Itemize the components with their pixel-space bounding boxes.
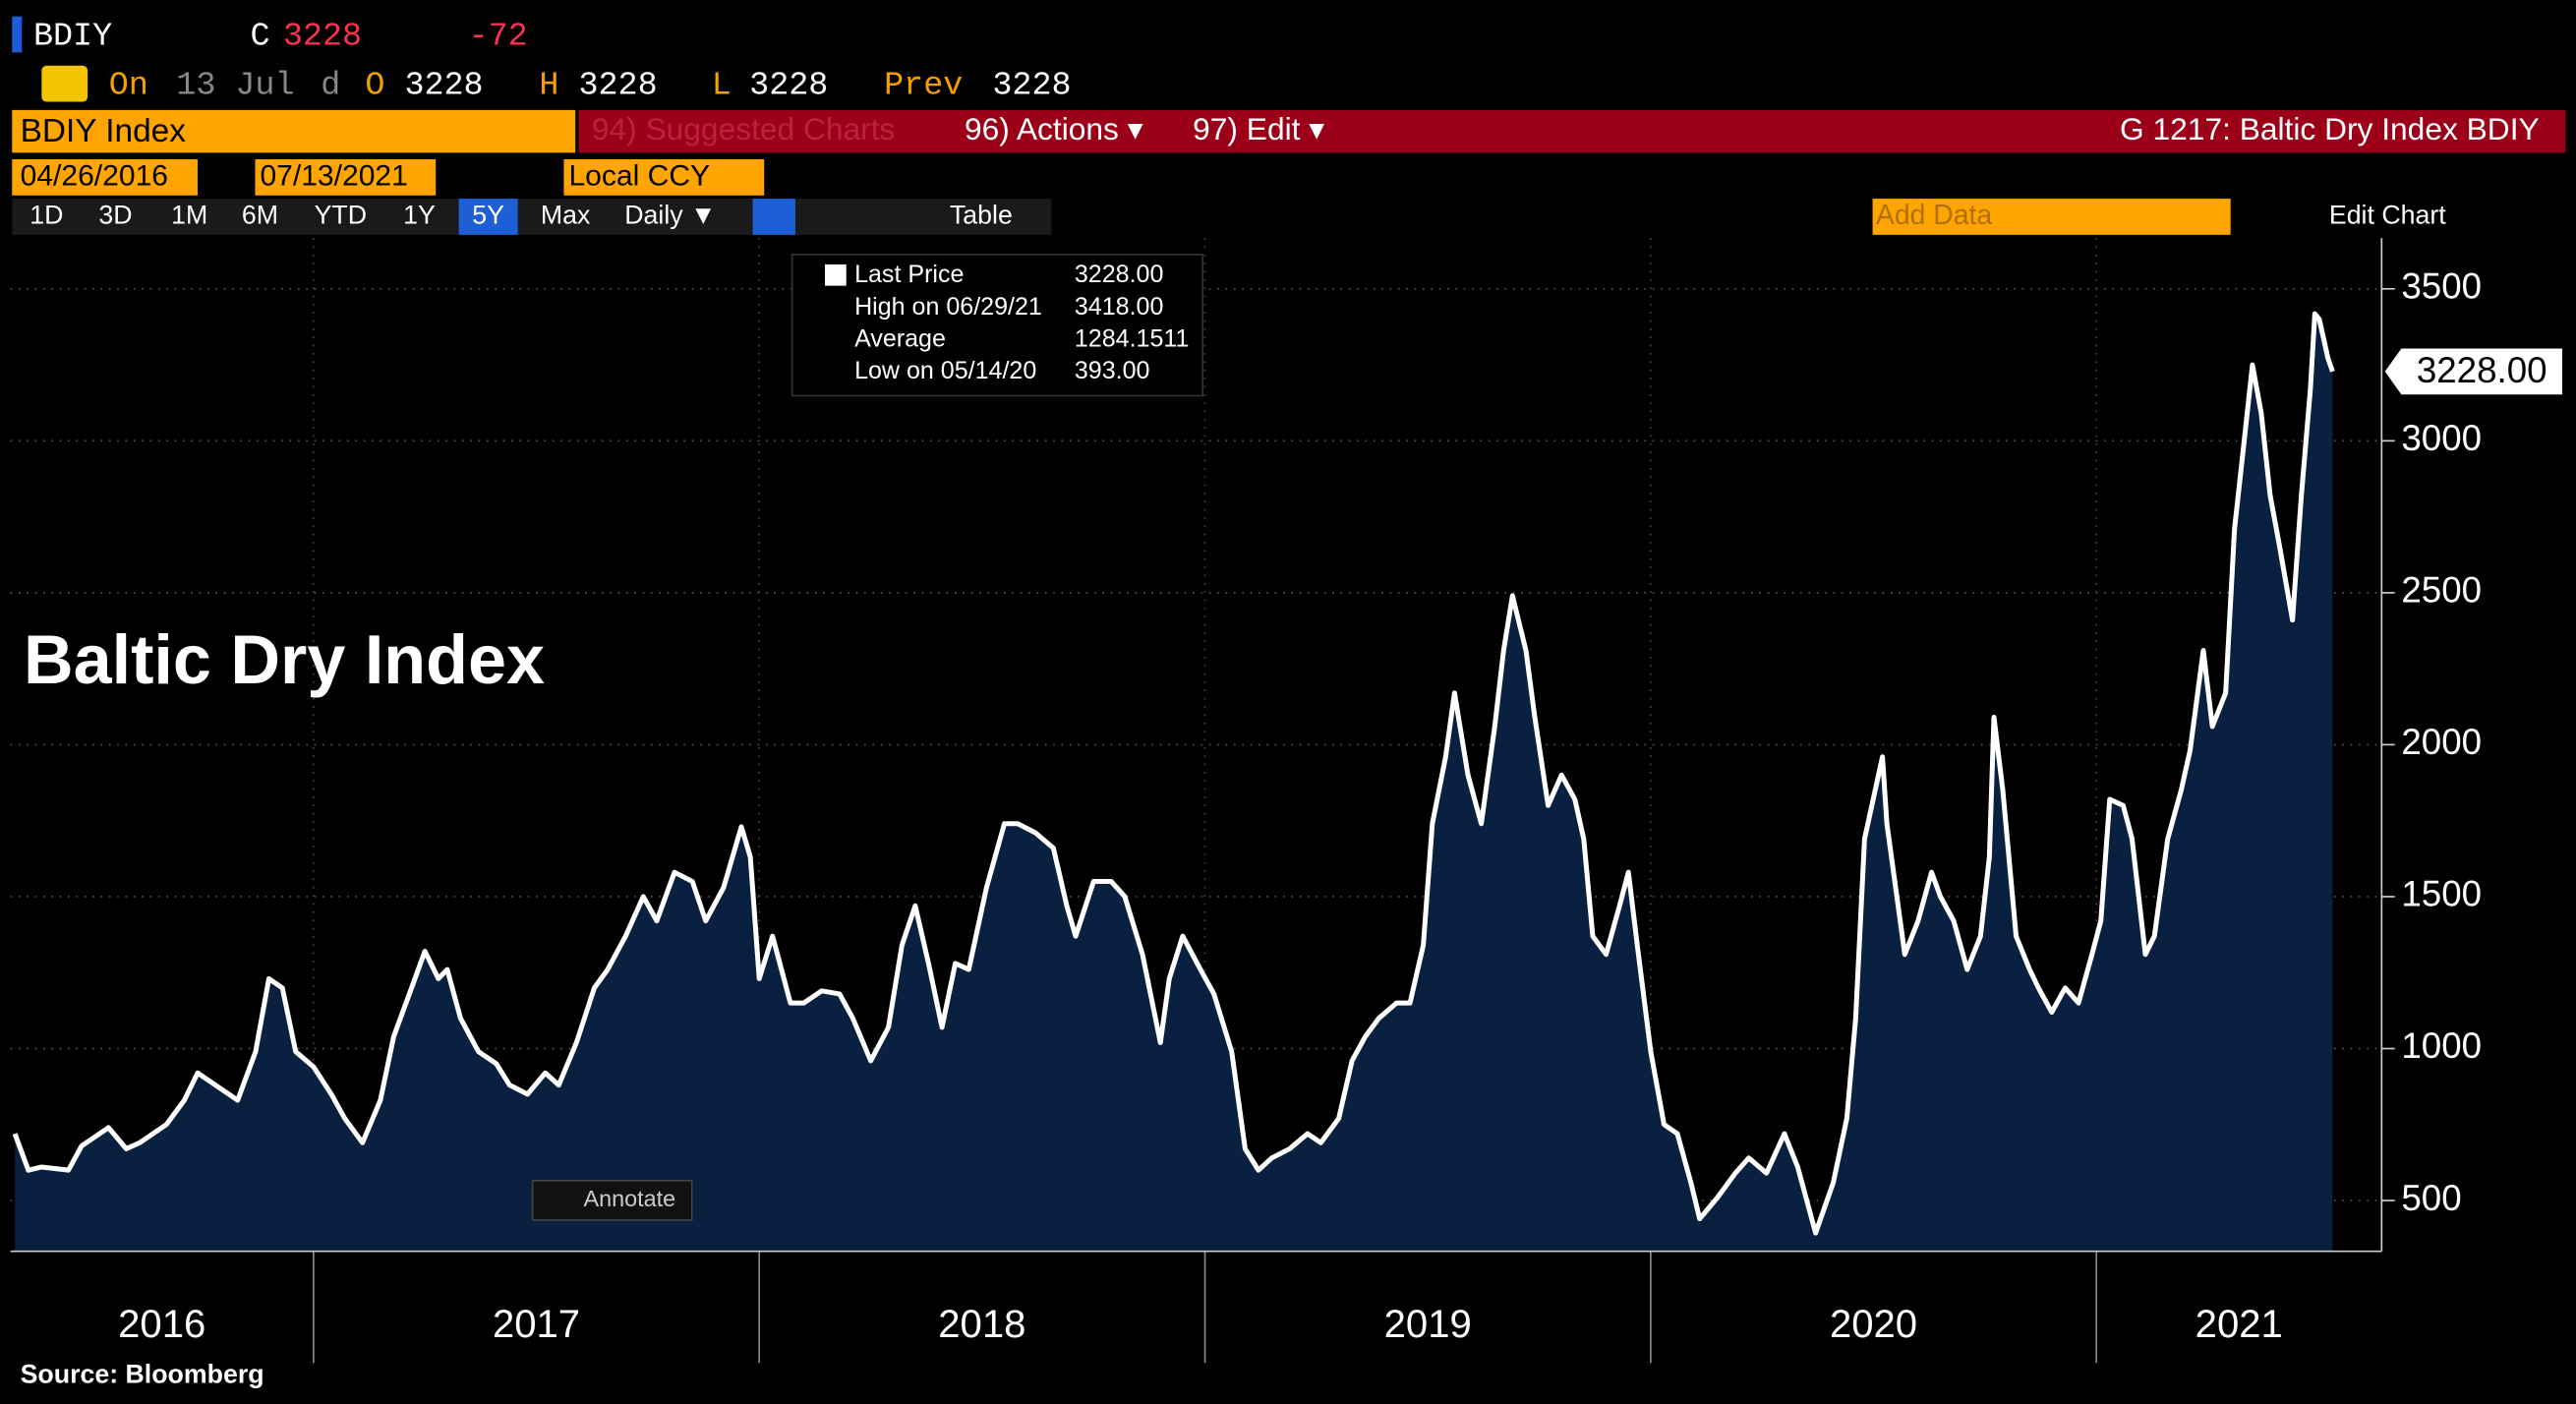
edit-chart[interactable]: Edit Chart [2329, 201, 2446, 230]
freq: d [321, 68, 340, 105]
x-tick-label: 2016 [118, 1303, 205, 1346]
x-tick-label: 2019 [1384, 1303, 1472, 1346]
end-date-box[interactable] [255, 159, 437, 196]
legend-box [790, 254, 1203, 397]
y-tick-label: 1000 [2401, 1025, 2482, 1066]
actions-menu[interactable]: 96) Actions ▾ [965, 111, 1143, 146]
period-button[interactable]: 1M [171, 201, 207, 230]
suggested-charts[interactable]: 94) Suggested Charts [592, 111, 896, 146]
menu-bar [578, 109, 2566, 153]
period-button[interactable]: Max [541, 201, 591, 230]
end-date: 07/13/2021 [260, 159, 407, 192]
toolbar [12, 199, 1052, 235]
close: 3228 [283, 19, 362, 56]
gauge-icon[interactable] [41, 65, 88, 102]
on-label: On [109, 68, 148, 105]
legend-value: 1284.1511 [1075, 324, 1190, 352]
currency-box[interactable] [563, 159, 765, 196]
legend-value: 3228.00 [1075, 261, 1164, 288]
high: 3228 [578, 68, 657, 105]
ticker: BDIY [33, 19, 112, 56]
x-tick-label: 2021 [2195, 1303, 2283, 1346]
legend-swatch [825, 263, 847, 286]
date: 13 Jul [176, 68, 294, 105]
annotate: Annotate [583, 1186, 675, 1211]
legend-value: 393.00 [1075, 357, 1150, 384]
price-line [12, 311, 2335, 1236]
y-tick-label: 500 [2401, 1178, 2461, 1218]
area [15, 314, 2333, 1252]
legend-label: Average [854, 324, 946, 352]
active-period [458, 199, 518, 235]
y-tick-label: 3500 [2401, 265, 2482, 306]
close-label: C [250, 19, 269, 56]
security: BDIY Index [21, 113, 187, 149]
legend-label: Low on 05/14/20 [854, 357, 1036, 384]
y-tick-label: 3000 [2401, 418, 2482, 458]
period-button[interactable]: 1D [29, 201, 63, 230]
ticker-marker [12, 16, 23, 53]
add-data-box[interactable] [1872, 199, 2231, 235]
add-data: Add Data [1876, 200, 1993, 231]
currency: Local CCY [568, 159, 710, 192]
legend-value: 3418.00 [1075, 293, 1164, 321]
annotate-button[interactable] [531, 1180, 693, 1221]
chart-title: Baltic Dry Index [24, 621, 545, 698]
open-label: O [365, 68, 384, 105]
period-button[interactable]: 1Y [403, 201, 436, 230]
low: 3228 [749, 68, 828, 105]
period-button[interactable]: YTD [315, 201, 367, 230]
period-button[interactable]: 5Y [472, 201, 504, 230]
period-button[interactable]: 3D [98, 201, 132, 230]
chart-type-button[interactable] [752, 199, 795, 235]
start-date: 04/26/2016 [21, 159, 168, 192]
low-label: L [712, 68, 732, 105]
y-tick-label: 1500 [2401, 874, 2482, 914]
start-date-box[interactable] [12, 159, 199, 196]
table-button[interactable]: Table [950, 201, 1013, 230]
last-price-tag [2384, 348, 2563, 395]
frequency[interactable]: Daily ▼ [624, 201, 716, 230]
x-tick-label: 2017 [493, 1303, 580, 1346]
y-tick-label: 2000 [2401, 722, 2482, 762]
prev: 3228 [992, 68, 1071, 105]
period-button[interactable]: 6M [242, 201, 278, 230]
y-tick-label: 2500 [2401, 570, 2482, 611]
edit-menu[interactable]: 97) Edit ▾ [1193, 111, 1324, 146]
legend-label: High on 06/29/21 [854, 293, 1042, 321]
x-tick-label: 2018 [938, 1303, 1025, 1346]
legend-label: Last Price [854, 261, 964, 288]
change: -72 [469, 19, 528, 56]
prev-label: Prev [884, 68, 963, 105]
last-price-label: 3228.00 [2417, 350, 2547, 390]
source: Source: Bloomberg [21, 1360, 264, 1389]
security-box[interactable] [12, 109, 576, 153]
high-label: H [539, 68, 558, 105]
page-title: G 1217: Baltic Dry Index BDIY [2120, 111, 2540, 146]
open: 3228 [404, 68, 483, 105]
x-tick-label: 2020 [1830, 1303, 1917, 1346]
